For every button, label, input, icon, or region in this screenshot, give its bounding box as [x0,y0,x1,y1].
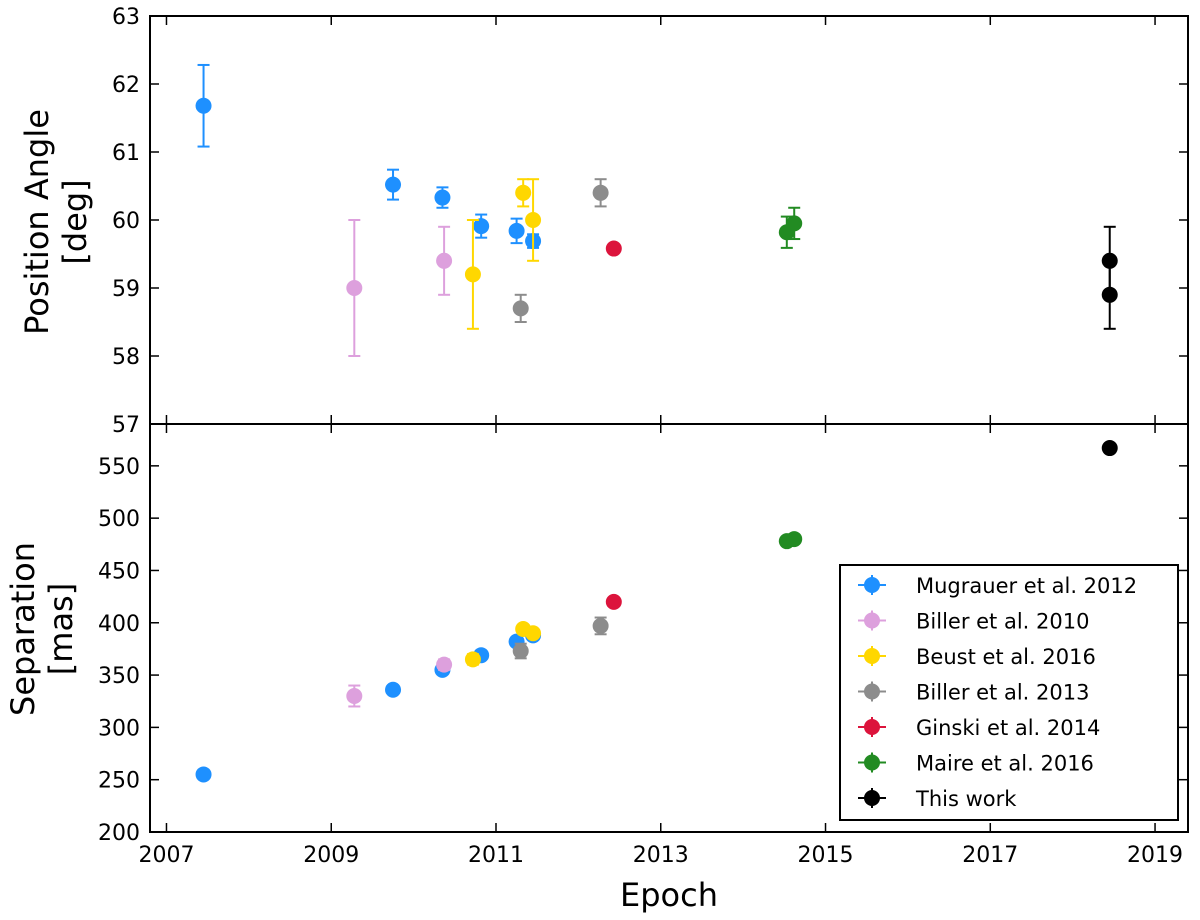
legend-entry: Beust et al. 2016 [858,645,1096,669]
legend-marker [864,612,880,629]
legend-entry: Mugrauer et al. 2012 [858,574,1137,598]
data-point [195,97,212,114]
pa-ytick-label: 63 [112,5,140,30]
legend-marker [864,790,880,806]
data-point [525,212,542,228]
sep-ytick-label: 200 [98,821,140,846]
data-point [434,189,451,206]
xtick-label: 2009 [303,843,359,868]
xtick-label: 2015 [798,843,854,868]
data-point [1101,286,1118,303]
pa-axis-label-line1: Position Angle [18,109,56,335]
legend-entry: Ginski et al. 2014 [858,716,1100,740]
data-point [786,215,803,232]
data-point [473,218,490,235]
pa-axes-frame [149,15,1189,425]
legend-marker [864,683,880,700]
legend-marker [864,754,880,771]
data-point [592,617,609,634]
xtick-label: 2011 [468,843,524,868]
data-point [605,240,622,257]
data-point [385,681,402,698]
pa-ytick-label: 60 [112,209,140,234]
legend-entry: This work [858,787,1017,811]
data-point [512,300,529,317]
pa-axis-label-line2: [deg] [56,179,94,264]
legend-label: Beust et al. 2016 [916,645,1096,669]
sep-series-1 [346,656,453,708]
separation-axis-label-line1: Separation [4,542,42,716]
data-point [436,252,453,269]
sep-ytick-label: 350 [98,664,140,689]
data-point [346,688,363,704]
sep-series-4 [605,593,622,610]
legend-box [839,564,1179,821]
sep-axes-frame [149,423,1189,833]
xtick-label: 2013 [633,843,689,868]
separation-axis-label-line2: [mas] [42,583,80,675]
legend-label: Biller et al. 2013 [916,681,1089,705]
pa-series-1 [346,219,453,357]
pa-series-0 [195,63,542,250]
xtick-label: 2019 [1127,843,1183,868]
data-point [385,176,402,193]
legend-marker [864,719,880,735]
data-point [508,222,525,239]
sep-ytick-label: 550 [98,455,140,480]
pa-series-2 [464,178,542,330]
sep-series-3 [512,616,609,660]
data-point [464,266,481,283]
data-point [515,184,532,201]
legend-entry: Biller et al. 2010 [858,610,1089,634]
data-point [512,643,529,660]
pa-ytick-label: 61 [112,141,140,166]
data-point [195,766,212,783]
sep-ytick-label: 300 [98,716,140,741]
pa-series-6 [1101,225,1118,330]
pa-series-4 [605,240,622,257]
xtick-label: 2007 [138,843,194,868]
legend-label: Mugrauer et al. 2012 [916,574,1137,598]
data-point [1101,440,1118,457]
legend-marker [864,648,880,664]
sep-ytick-label: 400 [98,612,140,637]
pa-ytick-label: 58 [112,345,140,370]
x-axis-label: Epoch [620,876,718,914]
sep-series-0 [195,627,542,783]
sep-series-2 [464,621,542,668]
xtick-label: 2017 [962,843,1018,868]
sep-ytick-label: 450 [98,559,140,584]
legend-label: Biller et al. 2010 [916,610,1089,634]
data-point [605,593,622,610]
data-point [525,625,542,642]
data-point [592,184,609,201]
legend-label: Maire et al. 2016 [916,752,1094,776]
pa-ytick-label: 59 [112,277,140,302]
legend-entry: Biller et al. 2013 [858,681,1089,705]
pa-ytick-label: 57 [112,413,140,438]
data-point [436,656,453,673]
data-point [786,531,803,548]
sep-ytick-label: 500 [98,507,140,532]
legend-entry: Maire et al. 2016 [858,752,1094,776]
sep-series-5 [778,531,803,550]
sep-series-6 [1101,440,1118,457]
legend-marker [864,577,880,593]
data-point [464,651,481,668]
legend: Mugrauer et al. 2012 Biller et al. 2010 Be… [839,564,1179,821]
legend-label: Ginski et al. 2014 [916,716,1100,740]
sep-ytick-label: 250 [98,769,140,794]
pa-series-5 [778,206,803,249]
data-point [346,280,363,296]
pa-series-3 [512,178,609,323]
pa-ytick-label: 62 [112,73,140,98]
legend-label: This work [915,787,1017,811]
